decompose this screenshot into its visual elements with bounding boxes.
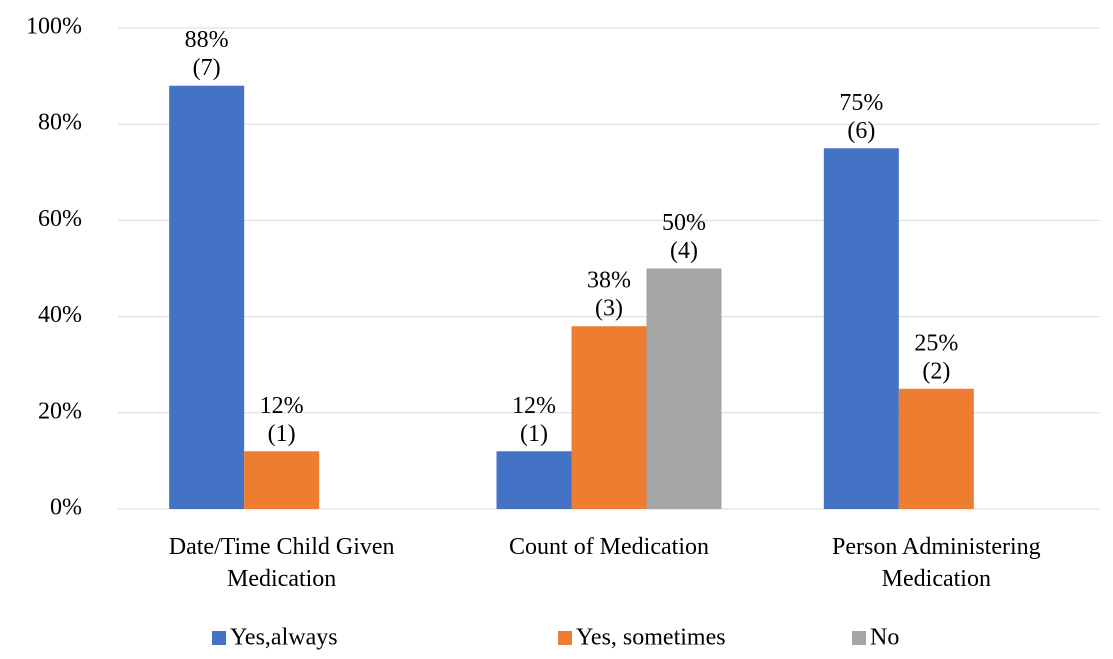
y-tick-label: 40% [38,302,82,328]
count-label: (7) [193,55,221,81]
count-label: (3) [595,296,623,322]
count-label: (6) [847,118,875,144]
legend-swatch [558,631,572,645]
x-tick-label: Person Administering Medication [832,534,1041,592]
bar [898,388,974,509]
count-label: (1) [268,421,296,447]
data-label: 12% [512,393,556,419]
bar [571,326,647,509]
legend-swatch [212,631,226,645]
data-label: 38% [587,268,631,294]
data-label: 12% [260,393,304,419]
data-label: 50% [662,210,706,236]
bar [823,148,899,509]
bar [244,451,320,509]
y-tick-label: 100% [26,14,82,40]
y-tick-label: 80% [38,110,82,136]
legend-label: Yes, sometimes [576,625,726,651]
y-tick-label: 20% [38,398,82,424]
count-label: (1) [520,421,548,447]
legend-label: Yes,always [230,625,338,651]
count-label: (4) [670,238,698,264]
y-tick-label: 60% [38,206,82,232]
legend-label: No [870,625,899,651]
count-label: (2) [922,358,950,384]
data-label: 75% [839,90,883,116]
data-label: 88% [185,27,229,53]
bar [169,85,245,509]
x-tick-label: Date/Time Child Given Medication [169,534,395,592]
y-tick-label: 0% [50,495,82,521]
x-tick-label: Count of Medication [509,534,709,560]
bar [496,451,572,509]
bar [646,268,722,509]
legend-swatch [852,631,866,645]
data-label: 25% [914,330,958,356]
